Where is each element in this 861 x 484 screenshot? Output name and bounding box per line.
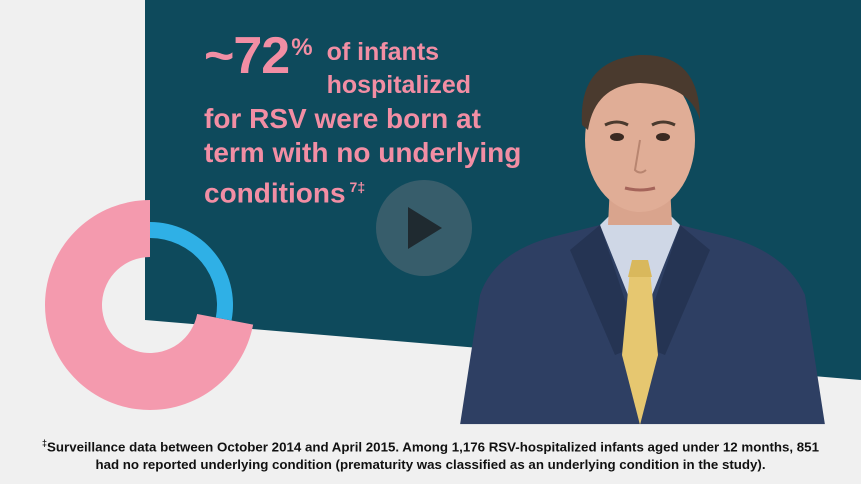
stat-percent-sign: % [291, 34, 313, 61]
caption-text: ‡Surveillance data between October 2014 … [31, 434, 831, 474]
caption-footnote-mark: ‡ [42, 437, 48, 448]
stat-text-top: of infants hospitalized [327, 36, 471, 102]
headline-line-3: for RSV were born at [204, 103, 481, 134]
headline-stat: ~72 % of infants hospitalized for RSV we… [204, 30, 522, 210]
stat-row: ~72 % of infants hospitalized [204, 30, 494, 102]
play-button[interactable] [376, 180, 472, 276]
caption-bar: ‡Surveillance data between October 2014 … [0, 424, 861, 484]
donut-segment-majority [45, 200, 254, 410]
stat-number: ~72 [204, 27, 290, 85]
headline-line-5: conditions [204, 177, 346, 209]
headline-line-1: of infants [326, 38, 440, 66]
donut-segment-minority [150, 222, 234, 321]
caption-body: Surveillance data between October 2014 a… [47, 439, 819, 473]
footnote-reference: 7‡ [349, 179, 366, 195]
presenter-image [460, 54, 825, 425]
donut-chart [45, 200, 254, 410]
headline-line-2: hospitalized [326, 71, 472, 99]
headline-line-4: term with no underlying [204, 137, 522, 168]
play-icon[interactable] [402, 203, 446, 253]
headline-line-5-wrap: conditions 7‡ [204, 170, 494, 210]
